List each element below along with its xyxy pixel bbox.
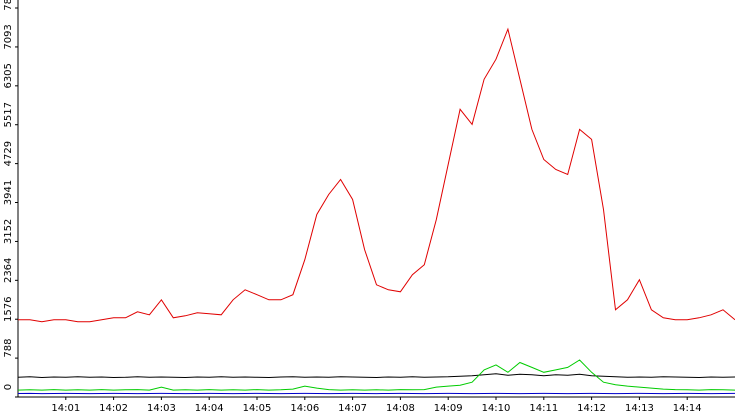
x-tick-label: 14:02 bbox=[99, 403, 128, 414]
x-tick-label: 14:14 bbox=[673, 403, 702, 414]
x-tick-label: 14:11 bbox=[529, 403, 558, 414]
y-tick-label: 3941 bbox=[3, 180, 14, 205]
series-line bbox=[17, 359, 735, 391]
x-tick-label: 14:08 bbox=[386, 403, 415, 414]
x-tick-label: 14:13 bbox=[625, 403, 654, 414]
x-tick-label: 14:07 bbox=[338, 403, 367, 414]
y-tick-label: 788 bbox=[3, 339, 14, 358]
y-tick-label: 2364 bbox=[3, 258, 14, 283]
y-tick-label: 6305 bbox=[3, 63, 14, 88]
y-tick-label: 4729 bbox=[3, 141, 14, 166]
y-tick-label: 5517 bbox=[3, 102, 14, 127]
x-tick-label: 14:06 bbox=[290, 403, 319, 414]
x-tick-label: 14:05 bbox=[243, 403, 272, 414]
y-tick-label: 7093 bbox=[3, 24, 14, 49]
x-tick-label: 14:01 bbox=[51, 403, 80, 414]
x-tick-label: 14:12 bbox=[577, 403, 606, 414]
y-tick-label: 3152 bbox=[3, 219, 14, 244]
series-line bbox=[18, 27, 735, 323]
x-tick-label: 14:09 bbox=[434, 403, 463, 414]
y-tick-label: 7882 bbox=[3, 0, 14, 11]
x-tick-label: 14:03 bbox=[147, 403, 176, 414]
series-line bbox=[17, 373, 735, 379]
y-tick-label: 0 bbox=[3, 384, 14, 390]
x-tick-label: 14:04 bbox=[195, 403, 224, 414]
x-tick-label: 14:10 bbox=[482, 403, 511, 414]
y-tick-label: 1576 bbox=[3, 296, 14, 321]
